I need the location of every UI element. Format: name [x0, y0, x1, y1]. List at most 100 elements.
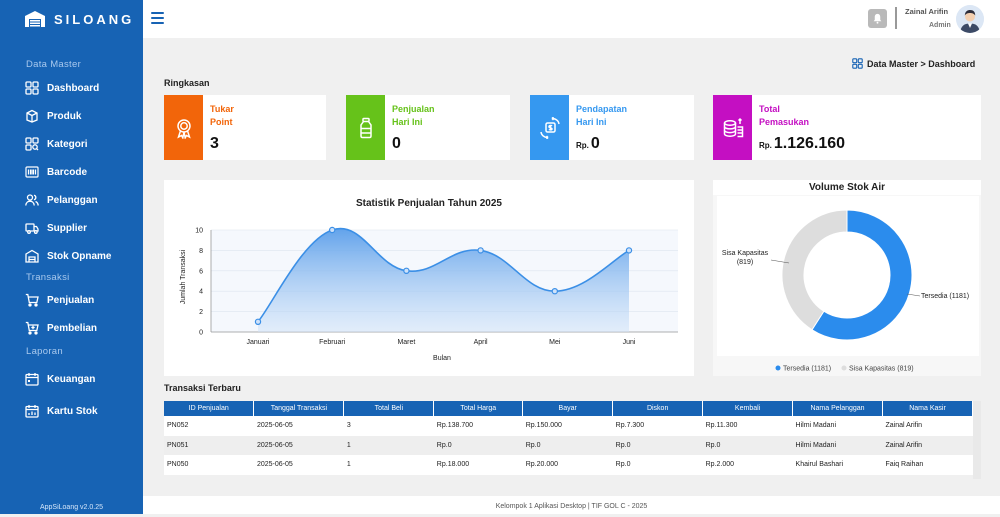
col-tanggal[interactable]: Tanggal Transaksi [253, 401, 345, 416]
cell-bayar: Rp.0 [522, 435, 613, 455]
app-name: SILOANG [54, 11, 135, 27]
card-value-number: 3 [210, 135, 219, 152]
card-label-line1: Total [759, 104, 780, 114]
donut-slice-tersedia[interactable] [811, 209, 913, 341]
topbar: Zainal Arifin Admin [143, 0, 1000, 38]
sidebar-section-laporan: Laporan [26, 346, 63, 357]
series-area [258, 228, 629, 332]
cell-id: PN052 [164, 416, 254, 436]
bell-icon [873, 13, 882, 24]
notification-button[interactable] [868, 9, 887, 28]
y-tick-label: 2 [199, 309, 203, 316]
cell-bayar: Rp.20.000 [522, 455, 613, 475]
card-value-number: 0 [590, 135, 600, 152]
cell-total-beli: 1 [343, 455, 434, 475]
leader-line-tersedia [906, 293, 921, 297]
card-label: Penjualan Hari Ini [392, 103, 435, 129]
summary-card-pendapatan[interactable]: Pendapatan Hari Ini Rp. 0 [530, 95, 694, 160]
table-row[interactable]: PN052 2025-06-05 3 Rp.138.700 Rp.150.000… [164, 416, 973, 436]
summary-card-total-pemasukan[interactable]: Total Pemasukan Rp. 1.126.160 [713, 95, 981, 160]
col-id[interactable]: ID Penjualan [164, 401, 255, 416]
sidebar-item-label: Kartu Stok [47, 405, 98, 417]
user-role: Admin [929, 22, 951, 29]
summary-card-tukar-point[interactable]: Tukar Point 3 [164, 95, 326, 160]
footer: Kelompok 1 Aplikasi Desktop | TIF GOL C … [143, 496, 1000, 514]
x-tick-label: Maret [397, 339, 415, 346]
sidebar-item-pembelian[interactable]: Pembelian [0, 314, 143, 342]
col-diskon[interactable]: Diskon [612, 401, 704, 416]
sidebar-item-penjualan[interactable]: Penjualan [0, 286, 143, 314]
card-label-line2: Pemasukan [759, 117, 810, 127]
breadcrumb-text: Data Master > Dashboard [867, 58, 976, 69]
card-label: Tukar Point [210, 103, 234, 129]
sidebar-item-supplier[interactable]: Supplier [0, 214, 143, 242]
grid-icon [25, 81, 39, 95]
cell-tanggal: 2025-06-05 [253, 455, 344, 475]
card-value-number: 1.126.160 [773, 135, 846, 152]
card-value-number: 0 [392, 135, 401, 152]
card-label-line1: Pendapatan [576, 104, 628, 114]
warehouse-logo-icon [25, 11, 45, 27]
sidebar-item-keuangan[interactable]: Keuangan [0, 365, 143, 393]
donut-slice-sisa-kapasitas[interactable] [781, 209, 848, 331]
cell-tanggal: 2025-06-05 [253, 435, 344, 455]
table-row[interactable]: PN050 2025-06-05 1 Rp.18.000 Rp.20.000 R… [164, 455, 973, 475]
col-kembali[interactable]: Kembali [702, 401, 794, 416]
col-total-harga[interactable]: Total Harga [433, 401, 524, 416]
breadcrumb: Data Master > Dashboard [852, 58, 975, 69]
col-nama-pelanggan[interactable]: Nama Pelanggan [792, 401, 883, 416]
card-value: 3 [210, 135, 219, 153]
y-tick-label: 0 [199, 330, 203, 337]
table-row[interactable]: PN051 2025-06-05 1 Rp.0 Rp.0 Rp.0 Rp.0 H… [164, 435, 973, 455]
award-icon [176, 118, 191, 139]
legend-label-sisa: Sisa Kapasitas (819) [849, 366, 914, 373]
summary-card-penjualan[interactable]: Penjualan Hari Ini 0 [346, 95, 510, 160]
card-icon-box [346, 95, 385, 160]
menu-toggle-icon[interactable] [151, 12, 164, 24]
barcode-icon [25, 166, 39, 178]
sidebar-item-kartu-stok[interactable]: Kartu Stok [0, 397, 143, 425]
sidebar-item-produk[interactable]: Produk [0, 102, 143, 130]
sidebar-item-label: Dashboard [47, 82, 100, 94]
sidebar-item-label: Supplier [47, 222, 88, 234]
slice-label-sisa-line2: (819) [737, 259, 753, 266]
cell-bayar: Rp.150.000 [522, 416, 613, 436]
sidebar: SILOANG Data Master Dashboard Produk Kat… [0, 0, 143, 514]
card-icon-box [164, 95, 203, 160]
cell-total-beli: 1 [343, 435, 434, 455]
table-scrollbar[interactable] [973, 401, 981, 479]
col-nama-kasir[interactable]: Nama Kasir [882, 401, 974, 416]
card-icon-box [530, 95, 569, 160]
col-bayar[interactable]: Bayar [522, 401, 614, 416]
data-point [254, 318, 262, 325]
bottle-icon [359, 117, 372, 138]
app-version: AppSiLoang v2.0.25 [39, 504, 104, 511]
legend-swatch-tersedia [775, 365, 781, 371]
cell-diskon: Rp.7.300 [612, 416, 703, 436]
card-label: Pendapatan Hari Ini [576, 103, 627, 129]
sales-chart-panel: Statistik Penjualan Tahun 2025 0 2 4 6 8 10 J… [164, 180, 694, 376]
sidebar-section-data-master: Data Master [26, 59, 82, 70]
legend-swatch-sisa [841, 365, 847, 371]
card-value: 0 [392, 135, 401, 153]
brand[interactable]: SILOANG [0, 0, 143, 38]
card-label-line1: Tukar [210, 104, 234, 114]
legend-label-tersedia: Tersedia (1181) [783, 366, 831, 373]
x-axis-label: Bulan [433, 355, 451, 362]
sidebar-item-pelanggan[interactable]: Pelanggan [0, 186, 143, 214]
sidebar-item-barcode[interactable]: Barcode [0, 158, 143, 186]
grid-icon [852, 58, 863, 69]
box-icon [26, 109, 38, 123]
sidebar-item-kategori[interactable]: Kategori [0, 130, 143, 158]
cell-nama-kasir: Zainal Arifin [882, 416, 973, 436]
sidebar-item-dashboard[interactable]: Dashboard [0, 74, 143, 102]
summary-title: Ringkasan [164, 78, 210, 88]
category-search-icon [25, 137, 39, 151]
cell-kembali: Rp.2.000 [702, 455, 793, 475]
col-total-beli[interactable]: Total Beli [343, 401, 435, 416]
x-tick-label: Juni [623, 339, 636, 346]
avatar[interactable] [956, 5, 984, 33]
sidebar-item-stok-opname[interactable]: Stok Opname [0, 242, 143, 270]
data-point [551, 287, 558, 295]
data-point [477, 247, 484, 254]
